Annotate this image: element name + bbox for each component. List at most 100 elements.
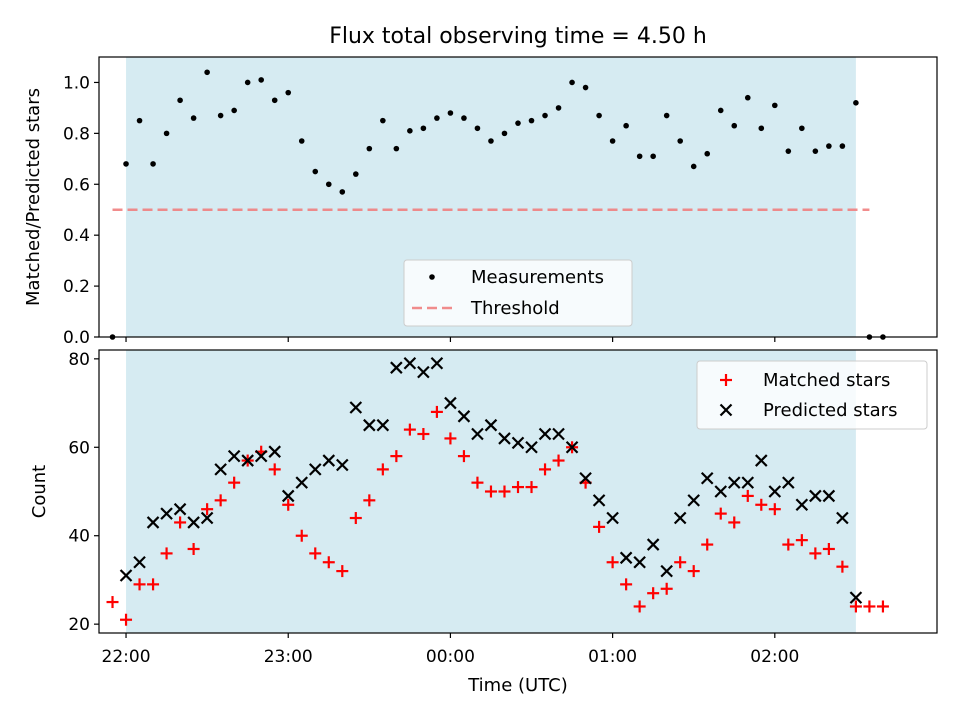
predicted-star-point	[146, 516, 160, 529]
matched-star-point	[363, 494, 376, 507]
bottom-legend: Matched stars Predicted stars	[696, 360, 928, 430]
matched-star-point	[228, 476, 241, 489]
predicted-star-point	[187, 516, 200, 529]
matched-star-point	[822, 542, 835, 555]
matched-star-point	[295, 529, 308, 542]
top-y-axis-label: Matched/Predicted stars	[23, 88, 44, 306]
bottom-x-tick-label: 00:00	[426, 647, 475, 667]
measurement-point	[393, 145, 400, 152]
matched-star-point	[174, 516, 187, 529]
matched-star-point	[647, 587, 660, 600]
matched-star-point	[836, 560, 849, 573]
matched-star-point	[795, 534, 808, 547]
bottom-y-tick-label: 60	[68, 438, 90, 458]
bottom-x-tick-label: 22:00	[102, 647, 151, 667]
bottom-legend-box	[696, 360, 928, 430]
measurement-point	[663, 112, 670, 119]
predicted-star-point	[552, 427, 565, 441]
measurement-point	[231, 107, 237, 114]
matched-star-point	[552, 454, 565, 467]
predicted-star-point	[254, 449, 268, 463]
matched-star-point	[147, 578, 160, 591]
matched-star-point	[201, 503, 214, 516]
measurement-point	[758, 125, 765, 132]
predicted-star-point	[403, 356, 417, 370]
matched-star-point	[390, 450, 403, 463]
measurement-point	[839, 143, 846, 149]
measurement-point	[244, 79, 251, 86]
predicted-star-point	[809, 489, 822, 503]
bottom-axes-frame	[98, 349, 938, 634]
measurement-point	[542, 112, 548, 119]
predicted-star-point	[200, 511, 214, 525]
bottom-x-tick-label: 02:00	[750, 647, 799, 667]
measurement-point	[677, 138, 683, 144]
matched-star-point	[593, 520, 606, 533]
measurement-point	[258, 77, 264, 83]
legend-label-threshold: Threshold	[470, 298, 560, 319]
top-y-tick-label: 0.8	[63, 124, 90, 144]
measurement-point	[744, 94, 751, 101]
matched-star-point	[430, 405, 443, 418]
matched-star-point	[403, 423, 416, 436]
predicted-star-point	[592, 494, 606, 507]
predicted-star-point	[525, 441, 538, 454]
measurement-point	[312, 168, 319, 175]
predicted-star-point	[227, 449, 241, 463]
predicted-star-point	[484, 418, 498, 432]
measurement-point	[636, 153, 643, 160]
predicted-star-point	[160, 507, 173, 520]
legend-label-matched: Matched stars	[763, 370, 890, 391]
predicted-star-point	[741, 476, 755, 489]
predicted-star-point	[268, 445, 281, 458]
matched-star-point	[512, 481, 524, 494]
predicted-star-point	[133, 555, 146, 569]
predicted-star-point	[795, 498, 809, 512]
measurement-point	[853, 100, 859, 106]
bottom-x-tick-label: 23:00	[264, 647, 313, 667]
measurement-point	[501, 130, 508, 137]
predicted-star-point	[214, 463, 227, 476]
predicted-star-point	[646, 538, 660, 551]
predicted-star-point	[322, 454, 336, 467]
predicted-star-point	[119, 569, 133, 582]
predicted-star-point	[755, 454, 768, 467]
matched-star-point	[322, 556, 335, 569]
matched-star-point	[268, 463, 281, 476]
predicted-star-point	[727, 476, 741, 489]
predicted-star-point	[308, 463, 322, 476]
matched-star-point	[133, 578, 146, 591]
predicted-star-point	[565, 441, 579, 454]
measurement-point	[488, 138, 494, 144]
measurement-point	[366, 145, 373, 152]
measurement-point	[650, 153, 656, 160]
legend-marker-matched	[720, 374, 732, 386]
top-legend: Measurements Threshold	[403, 259, 633, 327]
matched-star-point	[417, 428, 430, 441]
top-y-tick-label: 1.0	[63, 73, 90, 93]
measurement-point	[434, 115, 440, 121]
legend-marker-measurements	[429, 274, 435, 280]
legend-label-predicted: Predicted stars	[763, 400, 897, 421]
matched-star-point	[282, 498, 295, 511]
measurement-point	[515, 120, 521, 126]
measurement-point	[555, 105, 562, 111]
top-y-tick-label: 0.2	[63, 277, 90, 297]
matched-star-point	[484, 485, 497, 498]
predicted-star-point	[768, 485, 782, 498]
predicted-star-point	[579, 471, 592, 485]
measurement-point	[528, 117, 535, 124]
measurement-point	[772, 102, 778, 109]
matched-star-point	[741, 489, 754, 502]
matched-star-point	[714, 507, 727, 520]
matched-star-point	[687, 565, 700, 578]
matched-star-point	[309, 547, 322, 560]
predicted-star-point	[376, 418, 390, 432]
measurement-point	[596, 112, 602, 119]
measurement-point	[271, 97, 278, 104]
measurement-point	[285, 89, 292, 96]
matched-star-point	[214, 494, 227, 507]
legend-x-glyph	[719, 403, 733, 417]
measurement-point	[731, 122, 738, 129]
